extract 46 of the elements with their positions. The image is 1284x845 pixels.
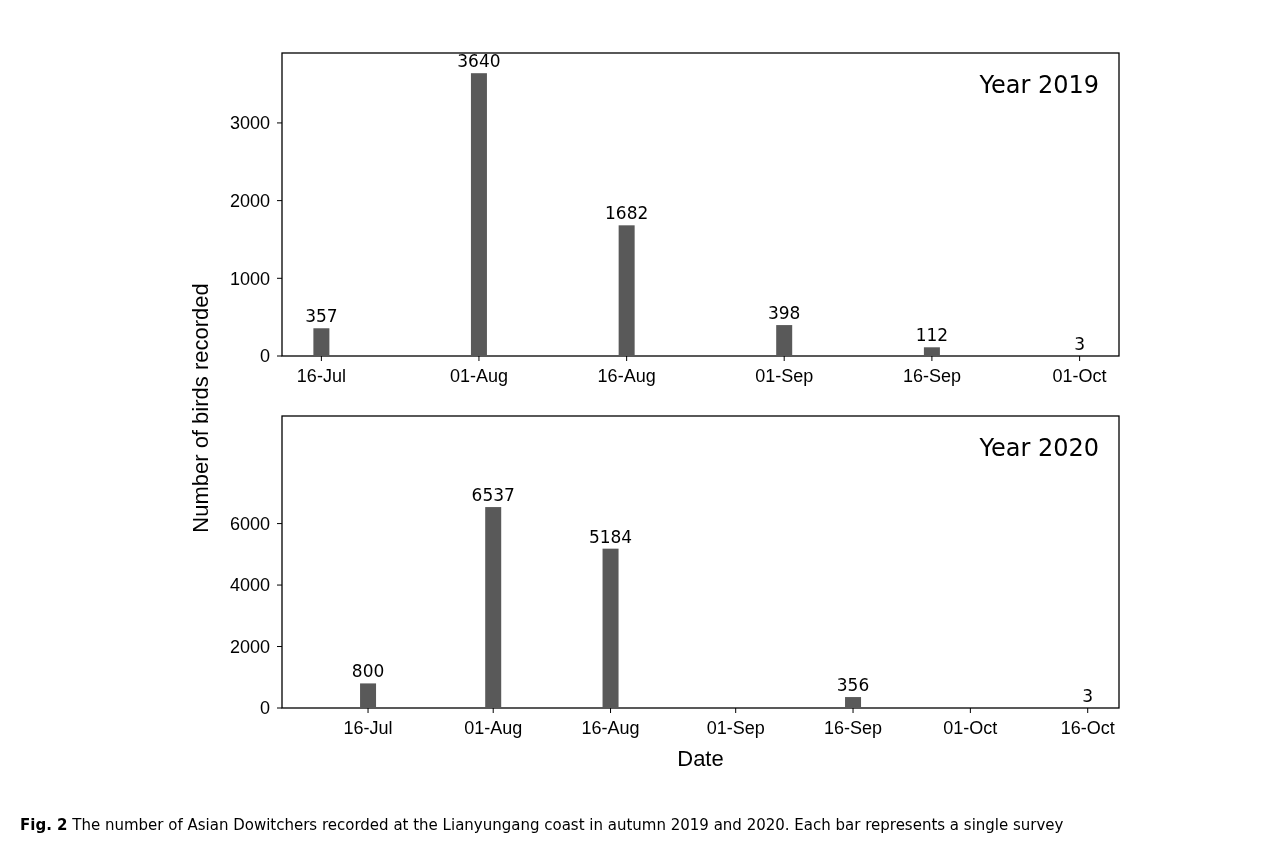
- y-tick-label: 2000: [229, 190, 270, 211]
- y-tick-label: 6000: [229, 513, 270, 534]
- y-tick-label: 4000: [229, 575, 270, 596]
- x-tick-label: 01-Oct: [943, 718, 998, 738]
- data-label: 398: [767, 303, 801, 324]
- data-label: 5184: [588, 526, 633, 547]
- data-label: 800: [351, 661, 385, 682]
- y-axis-title: Number of birds recorded: [188, 283, 213, 533]
- data-label: 6537: [471, 485, 515, 506]
- bar: [776, 325, 793, 356]
- bar: [618, 225, 635, 356]
- y-tick-label: 3000: [229, 113, 270, 134]
- bar: [923, 347, 940, 356]
- x-tick-label: 16-Jul: [296, 366, 346, 386]
- x-tick-label: 01-Sep: [706, 718, 765, 738]
- bar: [470, 73, 487, 356]
- x-tick-label: 01-Oct: [1052, 366, 1107, 386]
- x-axis-title: Date: [677, 746, 724, 771]
- x-tick-label: 01-Sep: [755, 366, 814, 386]
- y-tick-label: 0: [259, 698, 270, 719]
- bar: [360, 683, 377, 708]
- x-tick-label: 16-Aug: [581, 718, 640, 738]
- annotation: Year 2019: [978, 71, 1099, 99]
- x-tick-label: 16-Sep: [824, 718, 883, 738]
- x-tick-label: 16-Sep: [902, 366, 961, 386]
- data-label: 3: [1074, 333, 1086, 354]
- caption: Fig. 2 The number of Asian Dowitchers recorded at the Lianyungang coast in autumn 2019 and 2020. Each bar represents a single survey: [20, 816, 1064, 834]
- bar: [485, 507, 502, 708]
- data-label: 1682: [605, 203, 649, 224]
- bar: [313, 328, 330, 356]
- annotation: Year 2020: [978, 434, 1099, 462]
- data-label: 356: [836, 675, 870, 696]
- data-label: 3640: [457, 51, 501, 72]
- data-label: 357: [305, 306, 338, 327]
- x-tick-label: 16-Aug: [597, 366, 656, 386]
- data-label: 112: [915, 325, 949, 346]
- y-tick-label: 1000: [229, 268, 270, 289]
- bar: [602, 548, 619, 708]
- y-tick-label: 2000: [229, 636, 270, 657]
- data-label: 3: [1082, 685, 1094, 706]
- x-tick-label: 16-Oct: [1060, 718, 1115, 738]
- x-tick-label: 16-Jul: [343, 718, 393, 738]
- y-tick-label: 0: [259, 346, 270, 367]
- x-tick-label: 01-Aug: [464, 718, 523, 738]
- x-tick-label: 01-Aug: [449, 366, 508, 386]
- bar: [845, 697, 862, 708]
